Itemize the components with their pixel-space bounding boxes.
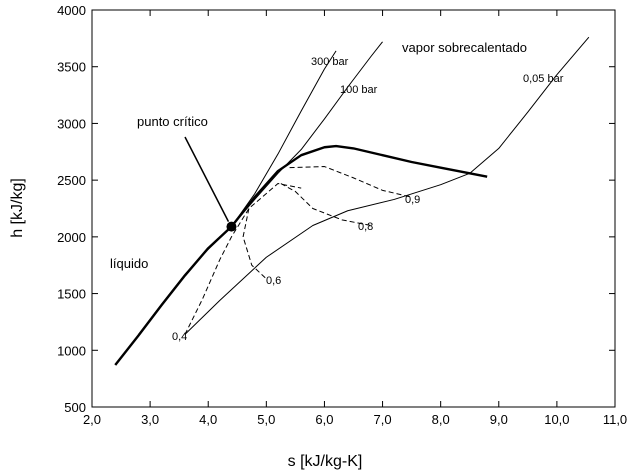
annotation-punto-critico: punto crítico <box>137 114 208 129</box>
series-line-saturation-dome <box>114 144 488 366</box>
x-tick-label: 5,0 <box>257 412 275 427</box>
x-tick-label: 4,0 <box>199 412 217 427</box>
series-line-0-9 <box>289 166 412 198</box>
series-line-0-4 <box>184 183 302 335</box>
label-300-bar: 300 bar <box>311 56 349 68</box>
label-quality-06: 0,6 <box>266 275 281 287</box>
plot-frame <box>91 9 616 408</box>
y-tick-label: 500 <box>64 400 86 415</box>
series-line-100-bar <box>231 41 383 227</box>
label-quality-08: 0,8 <box>358 221 373 233</box>
y-tick-label: 4000 <box>57 3 86 18</box>
y-axis-title: h [kJ/kg] <box>9 178 26 238</box>
series-line-300-bar <box>138 50 337 335</box>
x-tick-label: 8,0 <box>432 412 450 427</box>
series-line-0-8 <box>280 183 372 227</box>
y-tick-label: 3500 <box>57 60 86 75</box>
label-005-bar: 0,05 bar <box>523 73 564 85</box>
x-tick-label: 7,0 <box>374 412 392 427</box>
label-quality-09: 0,9 <box>405 194 420 206</box>
x-tick-label: 11,0 <box>603 412 627 427</box>
critical-point-arrow <box>184 136 230 222</box>
x-tick-label: 9,0 <box>490 412 508 427</box>
label-100-bar: 100 bar <box>340 84 378 96</box>
x-tick-label: 3,0 <box>141 412 159 427</box>
y-tick-label: 2500 <box>57 173 86 188</box>
y-tick-label: 3000 <box>57 116 86 131</box>
critical-point-marker <box>226 221 237 232</box>
axis-ticks: 2,0 3,0 4,0 5,0 6,0 7,0 8,0 9,0 10,0 11,0 500 1000 1… <box>57 3 627 427</box>
y-tick-label: 2000 <box>57 230 86 245</box>
label-quality-04: 0,4 <box>172 331 187 343</box>
series-line-0-05-bar <box>184 36 590 335</box>
y-tick-label: 1000 <box>57 343 86 358</box>
annotation-liquido: líquido <box>110 256 148 271</box>
series-line-0-6 <box>242 208 267 280</box>
x-tick-label: 10,0 <box>544 412 569 427</box>
x-axis-title: s [kJ/kg-K] <box>288 453 363 470</box>
annotation-vapor-sobrecalentado: vapor sobrecalentado <box>402 40 527 55</box>
y-tick-label: 1500 <box>57 287 86 302</box>
x-tick-label: 6,0 <box>315 412 333 427</box>
chart-lines <box>114 36 590 366</box>
x-tick-label: 2,0 <box>83 412 101 427</box>
